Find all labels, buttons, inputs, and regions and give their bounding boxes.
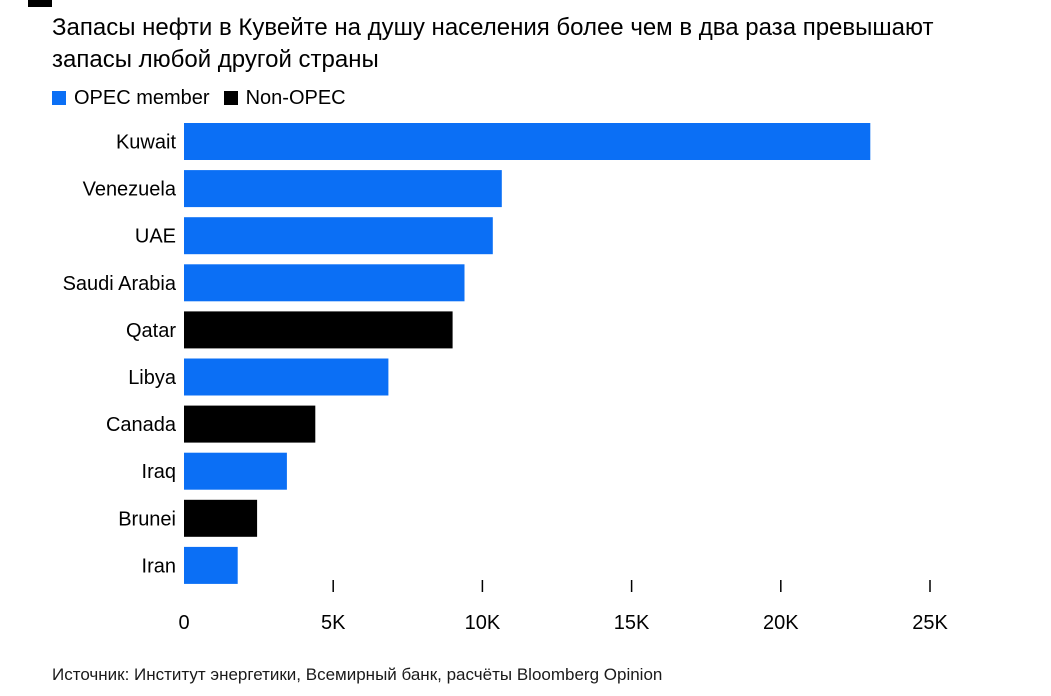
- bar-brunei: [184, 499, 258, 537]
- x-tick-label: 20K: [763, 612, 799, 634]
- bar-libya: [184, 358, 389, 396]
- bar-venezuela: [184, 170, 502, 208]
- bar-uae: [184, 217, 493, 255]
- bar-kuwait: [184, 123, 871, 160]
- clipped-header-fragment: [28, 0, 52, 7]
- bar-saudi-arabia: [184, 264, 465, 302]
- bar-qatar: [184, 311, 453, 349]
- category-label-kuwait: Kuwait: [116, 132, 176, 154]
- source-note: Источник: Институт энергетики, Всемирный…: [52, 665, 663, 684]
- category-label-saudi-arabia: Saudi Arabia: [63, 273, 177, 295]
- x-tick-label: 15K: [614, 612, 650, 634]
- category-label-canada: Canada: [106, 414, 177, 436]
- category-label-libya: Libya: [128, 367, 177, 389]
- bar-canada: [184, 405, 316, 443]
- legend-swatch-opec: [52, 91, 66, 105]
- category-label-iran: Iran: [142, 555, 176, 577]
- category-label-iraq: Iraq: [142, 461, 176, 483]
- x-tick-label: 10K: [465, 612, 501, 634]
- category-label-qatar: Qatar: [126, 320, 176, 342]
- legend-swatch-non-opec: [223, 91, 238, 105]
- category-label-uae: UAE: [135, 226, 176, 248]
- legend-item-opec: OPEC member: [52, 86, 210, 110]
- legend: OPEC member Non-OPEC: [52, 86, 360, 110]
- category-label-venezuela: Venezuela: [83, 179, 177, 201]
- bar-iraq: [184, 452, 287, 490]
- chart-title: Запасы нефти в Кувейте на душу населения…: [52, 14, 934, 73]
- category-label-brunei: Brunei: [118, 508, 176, 530]
- bar-iran: [184, 546, 238, 584]
- legend-label-opec: OPEC member: [74, 87, 210, 109]
- x-tick-label: 5K: [321, 612, 346, 634]
- legend-item-non-opec: Non-OPEC: [223, 86, 346, 110]
- legend-label-non-opec: Non-OPEC: [245, 87, 346, 109]
- bar-chart: Kuwait Venezuela UAE Saudi Arabia Qatar Libya…: [63, 123, 948, 634]
- x-tick-label: 25K: [912, 612, 948, 634]
- x-tick-label: 0: [178, 612, 189, 634]
